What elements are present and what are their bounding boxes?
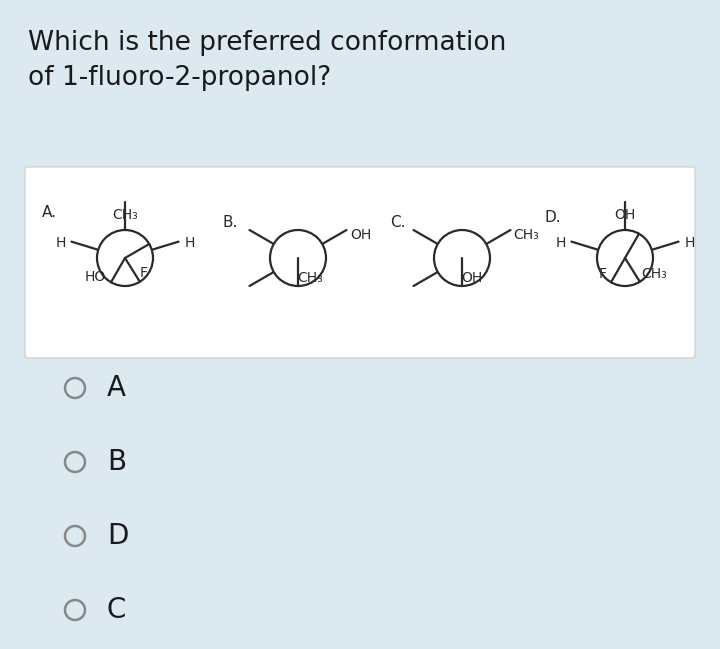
Text: H: H <box>184 236 194 250</box>
Text: H: H <box>685 236 695 250</box>
Circle shape <box>97 230 153 286</box>
Circle shape <box>434 230 490 286</box>
Text: A: A <box>107 374 126 402</box>
Text: HO: HO <box>84 270 106 284</box>
Text: C.: C. <box>390 215 405 230</box>
Text: of 1-fluoro-2-propanol?: of 1-fluoro-2-propanol? <box>28 65 331 91</box>
Text: A.: A. <box>42 205 57 220</box>
FancyBboxPatch shape <box>25 167 695 358</box>
Text: CH₃: CH₃ <box>513 228 539 242</box>
Text: D.: D. <box>544 210 561 225</box>
Text: CH₃: CH₃ <box>641 267 667 281</box>
Text: OH: OH <box>614 208 636 222</box>
Text: H: H <box>555 236 566 250</box>
Text: F: F <box>599 267 607 281</box>
Circle shape <box>597 230 653 286</box>
Text: B: B <box>107 448 126 476</box>
Text: F: F <box>140 265 148 280</box>
Text: Which is the preferred conformation: Which is the preferred conformation <box>28 30 506 56</box>
Text: D: D <box>107 522 128 550</box>
Text: C: C <box>107 596 127 624</box>
Text: OH: OH <box>350 228 371 242</box>
Text: H: H <box>55 236 66 250</box>
Text: B.: B. <box>222 215 238 230</box>
Circle shape <box>270 230 326 286</box>
Text: OH: OH <box>462 271 482 285</box>
Text: CH₃: CH₃ <box>297 271 323 285</box>
Text: CH₃: CH₃ <box>112 208 138 222</box>
